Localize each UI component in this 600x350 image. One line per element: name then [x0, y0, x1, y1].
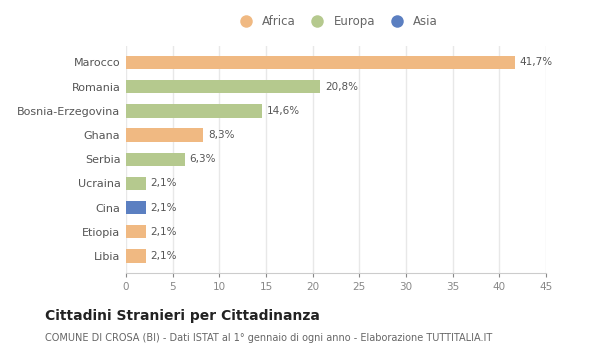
- Text: 2,1%: 2,1%: [150, 251, 177, 261]
- Text: 20,8%: 20,8%: [325, 82, 358, 92]
- Text: 2,1%: 2,1%: [150, 178, 177, 188]
- Bar: [126, 56, 515, 69]
- Bar: [126, 225, 146, 238]
- Text: 8,3%: 8,3%: [208, 130, 235, 140]
- Bar: [126, 80, 320, 93]
- Text: 2,1%: 2,1%: [150, 203, 177, 213]
- Bar: [126, 104, 262, 118]
- Text: COMUNE DI CROSA (BI) - Dati ISTAT al 1° gennaio di ogni anno - Elaborazione TUTT: COMUNE DI CROSA (BI) - Dati ISTAT al 1° …: [45, 333, 492, 343]
- Bar: [126, 177, 146, 190]
- Text: 41,7%: 41,7%: [520, 57, 553, 68]
- Bar: [126, 201, 146, 214]
- Text: Cittadini Stranieri per Cittadinanza: Cittadini Stranieri per Cittadinanza: [45, 309, 320, 323]
- Bar: [126, 128, 203, 142]
- Bar: [126, 153, 185, 166]
- Bar: [126, 249, 146, 262]
- Text: 6,3%: 6,3%: [190, 154, 216, 164]
- Legend: Africa, Europa, Asia: Africa, Europa, Asia: [229, 10, 443, 33]
- Text: 2,1%: 2,1%: [150, 227, 177, 237]
- Text: 14,6%: 14,6%: [267, 106, 300, 116]
